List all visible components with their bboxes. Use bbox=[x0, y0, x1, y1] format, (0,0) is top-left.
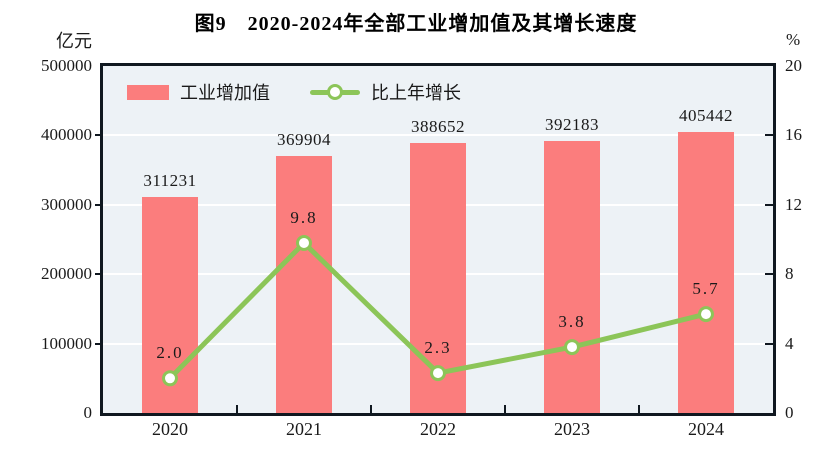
bar-value-label: 369904 bbox=[277, 130, 331, 150]
growth-value-label: 5.7 bbox=[692, 279, 720, 299]
left-axis-tick-label: 0 bbox=[83, 403, 93, 422]
x-axis-category-label: 2021 bbox=[286, 419, 322, 439]
right-axis-tick-label: 0 bbox=[785, 403, 794, 422]
left-axis-tick bbox=[95, 273, 103, 276]
left-axis-unit: 亿元 bbox=[56, 31, 92, 51]
left-axis-tick-label: 300000 bbox=[41, 194, 92, 214]
growth-line-marker-icon bbox=[430, 365, 446, 382]
legend-bar-label: 工业增加值 bbox=[180, 83, 270, 103]
right-axis-tick-label: 16 bbox=[785, 125, 802, 145]
plot-area: 工业增加值 比上年增长 311231 369904 388652 392183 4054… bbox=[100, 63, 776, 416]
left-axis-tick bbox=[95, 203, 103, 206]
legend-line-swatch bbox=[310, 84, 360, 100]
growth-value-label: 9.8 bbox=[290, 207, 318, 227]
bar-value-label: 392183 bbox=[545, 114, 599, 134]
x-axis-tick bbox=[638, 405, 640, 413]
bar bbox=[276, 156, 332, 413]
right-axis-tick-label: 8 bbox=[785, 264, 794, 284]
right-axis-tick bbox=[765, 342, 773, 345]
bar bbox=[678, 131, 734, 413]
x-axis-category-label: 2023 bbox=[554, 419, 590, 439]
legend-line-marker-icon bbox=[327, 84, 343, 100]
right-axis-tick-label: 20 bbox=[785, 56, 802, 75]
growth-line-marker-icon bbox=[564, 339, 580, 356]
right-axis-unit: % bbox=[786, 30, 801, 49]
right-axis-tick-label: 12 bbox=[785, 194, 802, 214]
bar-value-label: 388652 bbox=[411, 117, 465, 137]
growth-value-label: 3.8 bbox=[558, 312, 586, 332]
bar bbox=[544, 140, 600, 413]
right-axis-tick bbox=[765, 203, 773, 206]
bar-value-label: 311231 bbox=[143, 171, 197, 190]
growth-line bbox=[162, 234, 714, 387]
legend: 工业增加值 比上年增长 bbox=[127, 81, 461, 103]
left-axis-tick-label: 100000 bbox=[41, 333, 92, 353]
left-axis-tick bbox=[95, 342, 103, 345]
x-axis-tick bbox=[370, 405, 372, 413]
x-axis-tick bbox=[504, 405, 506, 413]
growth-line-marker-icon bbox=[698, 306, 714, 323]
left-axis-tick-label: 500000 bbox=[41, 56, 92, 75]
growth-line-marker-icon bbox=[296, 234, 312, 251]
bar-value-label: 405442 bbox=[679, 105, 733, 125]
legend-line-label: 比上年增长 bbox=[371, 83, 461, 103]
growth-line-marker-icon bbox=[162, 370, 178, 387]
left-axis-tick-label: 200000 bbox=[41, 264, 92, 284]
legend-bar-swatch bbox=[127, 84, 169, 100]
chart-title: 图9 2020-2024年全部工业增加值及其增长速度 bbox=[194, 13, 638, 35]
x-axis-tick bbox=[236, 405, 238, 413]
growth-value-label: 2.3 bbox=[424, 338, 452, 358]
growth-value-label: 2.0 bbox=[156, 343, 184, 363]
left-axis-tick bbox=[95, 134, 103, 137]
x-axis-category-label: 2022 bbox=[420, 419, 456, 439]
right-axis-tick bbox=[765, 134, 773, 137]
x-axis-category-label: 2024 bbox=[688, 419, 724, 439]
left-axis-tick-label: 400000 bbox=[41, 125, 92, 145]
right-axis-tick-label: 4 bbox=[785, 333, 794, 353]
right-axis-tick bbox=[765, 273, 773, 276]
gridline bbox=[103, 134, 773, 137]
x-axis-category-label: 2020 bbox=[152, 419, 188, 439]
